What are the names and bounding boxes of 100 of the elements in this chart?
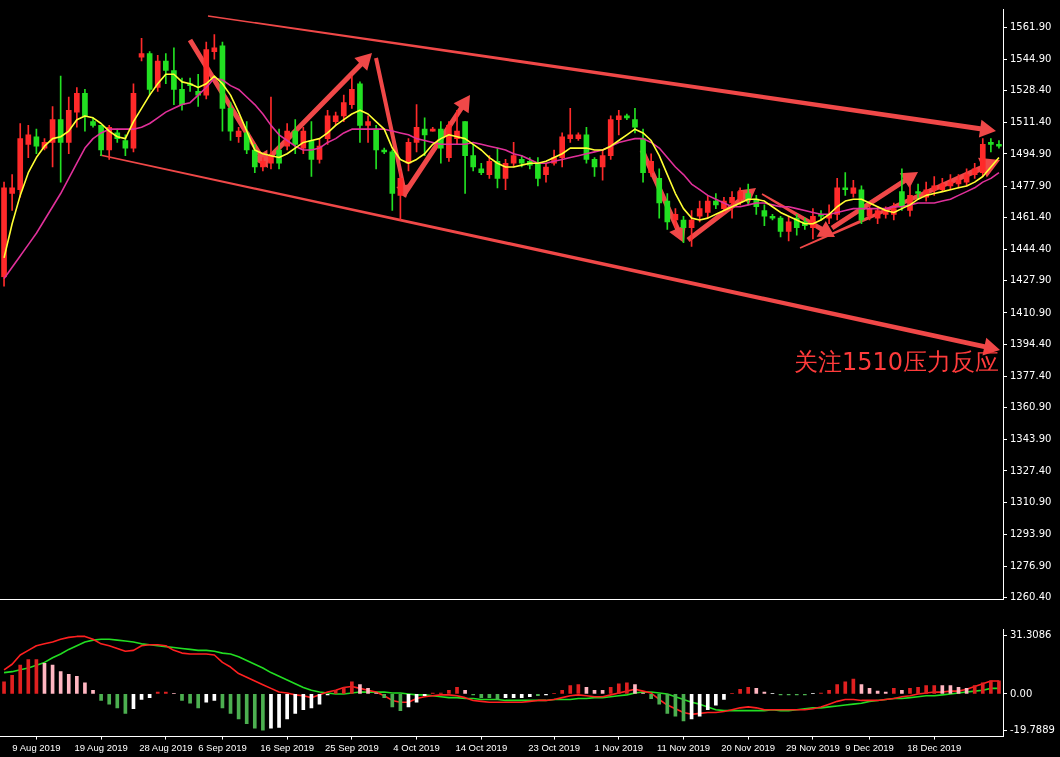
- y-tick-label: 0.00: [1010, 687, 1033, 699]
- bar: [980, 682, 985, 694]
- bar: [568, 685, 573, 694]
- bar: [997, 680, 1001, 694]
- bar: [196, 694, 200, 709]
- bar: [285, 694, 289, 720]
- x-tick-label: 19 Aug 2019: [74, 741, 128, 753]
- x-tick-label: 29 Nov 2019: [785, 741, 840, 753]
- bar: [293, 694, 298, 714]
- bar: [883, 691, 888, 694]
- bar: [697, 694, 702, 717]
- bar: [252, 694, 257, 729]
- x-tick-label: 16 Sep 2019: [260, 741, 315, 753]
- bar: [989, 680, 993, 694]
- bar: [972, 685, 977, 694]
- bar: [301, 694, 306, 711]
- bar: [625, 682, 629, 694]
- x-tick-label: 6 Sep 2019: [198, 741, 247, 753]
- x-tick-label: 11 Nov 2019: [656, 741, 711, 753]
- bar: [366, 688, 370, 694]
- bar: [18, 664, 23, 694]
- bar: [479, 694, 484, 698]
- bar: [204, 694, 209, 703]
- bar: [107, 694, 112, 705]
- bar: [382, 694, 387, 698]
- x-tick-label: 4 Oct 2019: [393, 741, 440, 753]
- x-tick-label: 9 Dec 2019: [845, 741, 894, 753]
- bar: [333, 689, 338, 694]
- bar: [924, 685, 928, 694]
- bar: [26, 659, 31, 694]
- bar: [75, 675, 79, 694]
- y-tick-label: 31.3086: [1010, 629, 1052, 641]
- bar: [608, 687, 613, 694]
- x-tick-label: 25 Sep 2019: [324, 741, 379, 753]
- y-tick-label: 1444.40: [1010, 243, 1052, 255]
- annotation: 关注1510压力反应: [793, 347, 999, 376]
- x-tick-label: 23 Oct 2019: [528, 741, 580, 753]
- bar: [447, 689, 451, 694]
- bar: [261, 694, 265, 731]
- bar: [350, 681, 354, 694]
- y-tick-label: 1461.40: [1010, 210, 1052, 222]
- bar: [738, 688, 742, 694]
- bar: [99, 694, 103, 701]
- y-tick-label: 1293.90: [1010, 527, 1052, 539]
- bar: [835, 684, 840, 694]
- y-tick-label: 1360.90: [1010, 401, 1052, 413]
- bar: [519, 694, 524, 698]
- bar: [705, 694, 710, 711]
- bar: [66, 674, 71, 694]
- bar: [455, 687, 459, 694]
- bar: [91, 689, 95, 694]
- bar: [722, 694, 726, 700]
- y-tick-label: 1410.90: [1010, 306, 1052, 318]
- bar: [714, 694, 718, 706]
- bar: [754, 688, 759, 694]
- bar: [616, 683, 621, 694]
- bar: [155, 691, 160, 694]
- bar: [463, 689, 467, 694]
- bar: [10, 675, 14, 694]
- y-tick-label: 1276.90: [1010, 560, 1052, 572]
- bar: [115, 694, 120, 709]
- bar: [633, 684, 637, 694]
- bar: [277, 694, 281, 728]
- bar: [560, 689, 564, 694]
- bar: [244, 694, 249, 724]
- bar: [932, 685, 937, 694]
- y-tick-label: 1343.90: [1010, 433, 1052, 445]
- y-tick-label: 1511.40: [1010, 116, 1052, 128]
- bar: [657, 694, 662, 705]
- y-tick-label: -19.7889: [1010, 724, 1055, 736]
- bar: [269, 694, 273, 729]
- bar: [891, 688, 896, 694]
- bar: [665, 694, 670, 714]
- x-tick-label: 20 Nov 2019: [721, 741, 776, 753]
- bar: [2, 681, 6, 694]
- bar: [908, 688, 912, 694]
- y-tick-label: 1327.40: [1010, 464, 1052, 476]
- bar: [916, 687, 920, 694]
- bar: [746, 687, 751, 694]
- x-tick-label: 1 Nov 2019: [594, 741, 644, 753]
- y-tick-label: 1310.90: [1010, 495, 1052, 507]
- bar: [163, 691, 168, 694]
- bar: [843, 681, 848, 694]
- bar: [83, 682, 87, 694]
- bar: [527, 694, 532, 698]
- y-tick-label: 1561.90: [1010, 20, 1052, 32]
- y-tick-label: 1427.90: [1010, 274, 1052, 286]
- bar: [536, 694, 540, 697]
- x-tick-label: 18 Dec 2019: [907, 741, 962, 753]
- y-tick-label: 1394.40: [1010, 337, 1052, 349]
- bar: [390, 694, 395, 708]
- x-tick-label: 28 Aug 2019: [139, 741, 193, 753]
- x-tick-label: 9 Aug 2019: [12, 741, 61, 753]
- bar: [188, 694, 192, 704]
- bar: [358, 684, 362, 694]
- x-tick-label: 14 Oct 2019: [455, 741, 508, 753]
- bar: [649, 694, 653, 699]
- bar: [827, 689, 831, 694]
- y-tick-label: 1477.90: [1010, 179, 1052, 191]
- y-tick-label: 1260.40: [1010, 591, 1052, 603]
